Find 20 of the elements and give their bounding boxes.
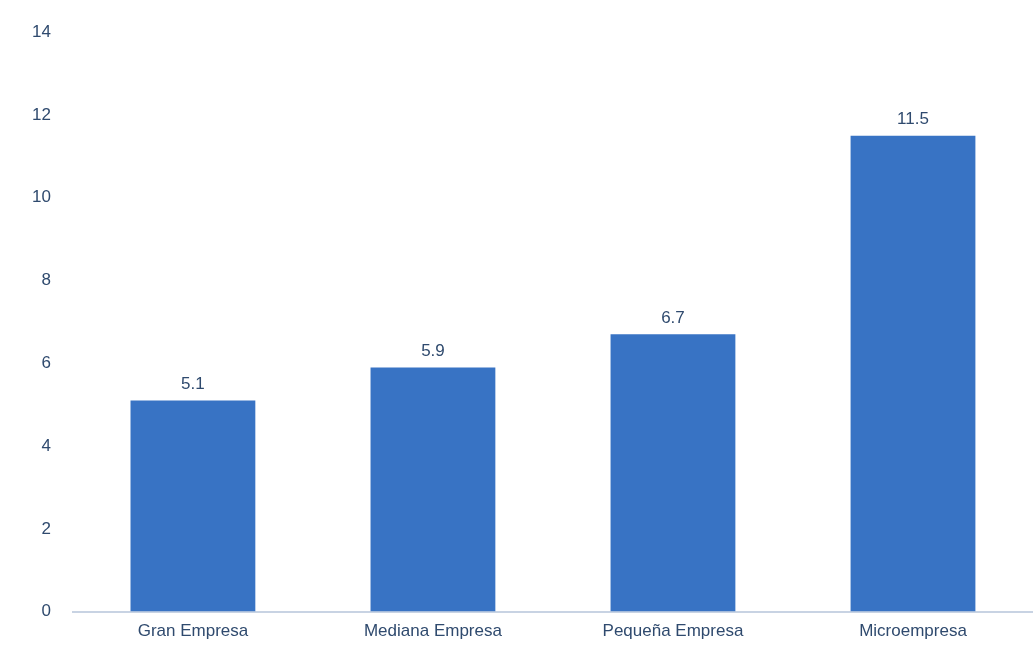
y-tick-label: 8 [41,270,51,290]
x-tick-label: Microempresa [859,621,968,641]
y-tick-label: 10 [31,187,51,207]
y-tick-label: 0 [41,601,51,621]
bar [130,400,256,612]
data-label: 11.5 [897,108,929,128]
data-label: 6.7 [661,307,685,327]
y-tick-label: 2 [41,518,51,538]
y-tick-label: 4 [41,435,51,455]
bar [850,135,976,612]
bar [610,334,736,612]
x-tick-label: Gran Empresa [137,621,249,641]
y-tick-label: 12 [31,104,51,124]
data-label: 5.9 [421,340,445,360]
bar [370,367,496,612]
x-tick-label: Mediana Empresa [363,621,503,641]
y-tick-label: 6 [41,352,51,372]
y-tick-label: 14 [31,21,51,41]
x-tick-label: Pequeña Empresa [602,621,744,641]
data-label: 5.1 [181,373,205,393]
